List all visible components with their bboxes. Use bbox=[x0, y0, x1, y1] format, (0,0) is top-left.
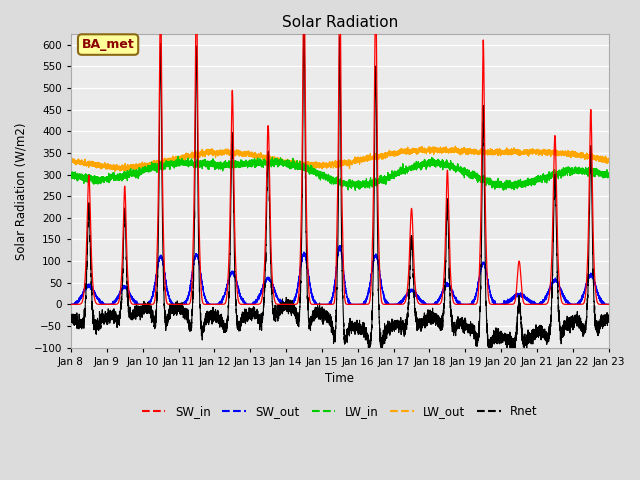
Title: Solar Radiation: Solar Radiation bbox=[282, 15, 398, 30]
Y-axis label: Solar Radiation (W/m2): Solar Radiation (W/m2) bbox=[15, 122, 28, 260]
Text: BA_met: BA_met bbox=[82, 38, 134, 51]
X-axis label: Time: Time bbox=[325, 372, 355, 385]
Legend: SW_in, SW_out, LW_in, LW_out, Rnet: SW_in, SW_out, LW_in, LW_out, Rnet bbox=[137, 401, 543, 423]
